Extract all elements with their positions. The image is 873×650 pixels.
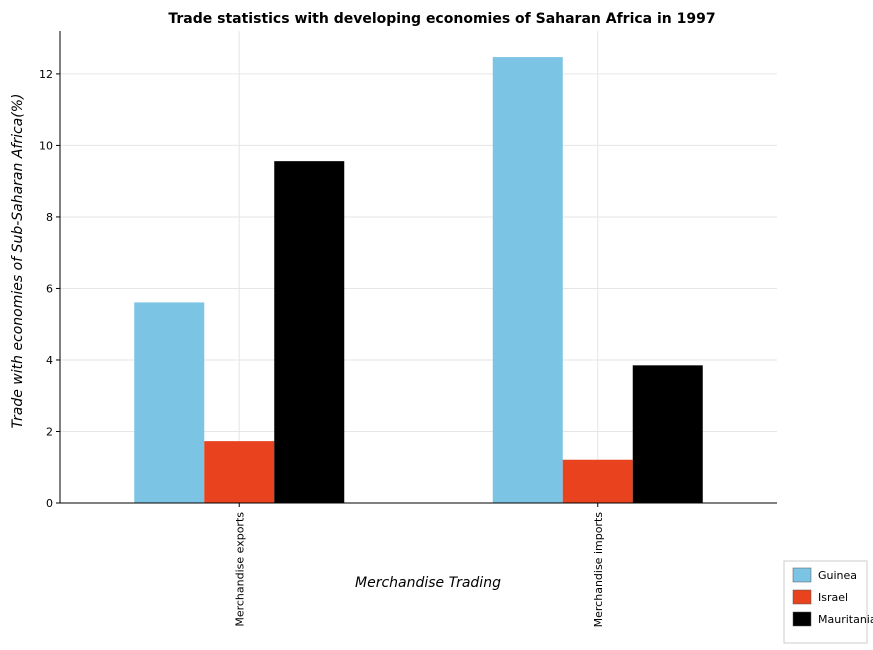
x-axis-title: Merchandise Trading <box>355 575 501 591</box>
x-tick-label: Merchandise exports <box>233 512 246 627</box>
legend-swatch-guinea <box>792 567 812 583</box>
legend: Guinea Israel Mauritania <box>783 560 873 644</box>
y-tick-label: 10 <box>39 139 53 152</box>
y-tick-label: 6 <box>46 282 53 295</box>
y-tick-label: 12 <box>39 68 53 81</box>
legend-label-israel: Israel <box>818 591 848 604</box>
y-tick-label: 0 <box>46 497 53 510</box>
legend-label-guinea: Guinea <box>818 569 857 582</box>
plot-area: 0 2 4 6 8 10 12 Merchandise exports Merchandise … <box>39 31 777 627</box>
x-tick-label: Merchandise imports <box>592 512 605 628</box>
bar-mauritania-0 <box>274 161 345 503</box>
y-axis-title: Trade with economies of Sub-Saharan Afri… <box>10 94 26 429</box>
chart-title: Trade statistics with developing economi… <box>168 11 715 27</box>
y-tick-label: 4 <box>46 354 53 367</box>
legend-label-mauritania: Mauritania <box>818 613 873 626</box>
bar-mauritania-1 <box>632 365 703 503</box>
bar-guinea-1 <box>492 57 563 504</box>
bar-israel-1 <box>562 459 633 503</box>
y-tick-label: 2 <box>46 425 53 438</box>
legend-swatch-mauritania <box>792 611 812 627</box>
bar-israel-0 <box>204 441 275 503</box>
bar-guinea-0 <box>134 302 205 503</box>
y-tick-label: 8 <box>46 211 53 224</box>
legend-swatch-israel <box>792 589 812 605</box>
